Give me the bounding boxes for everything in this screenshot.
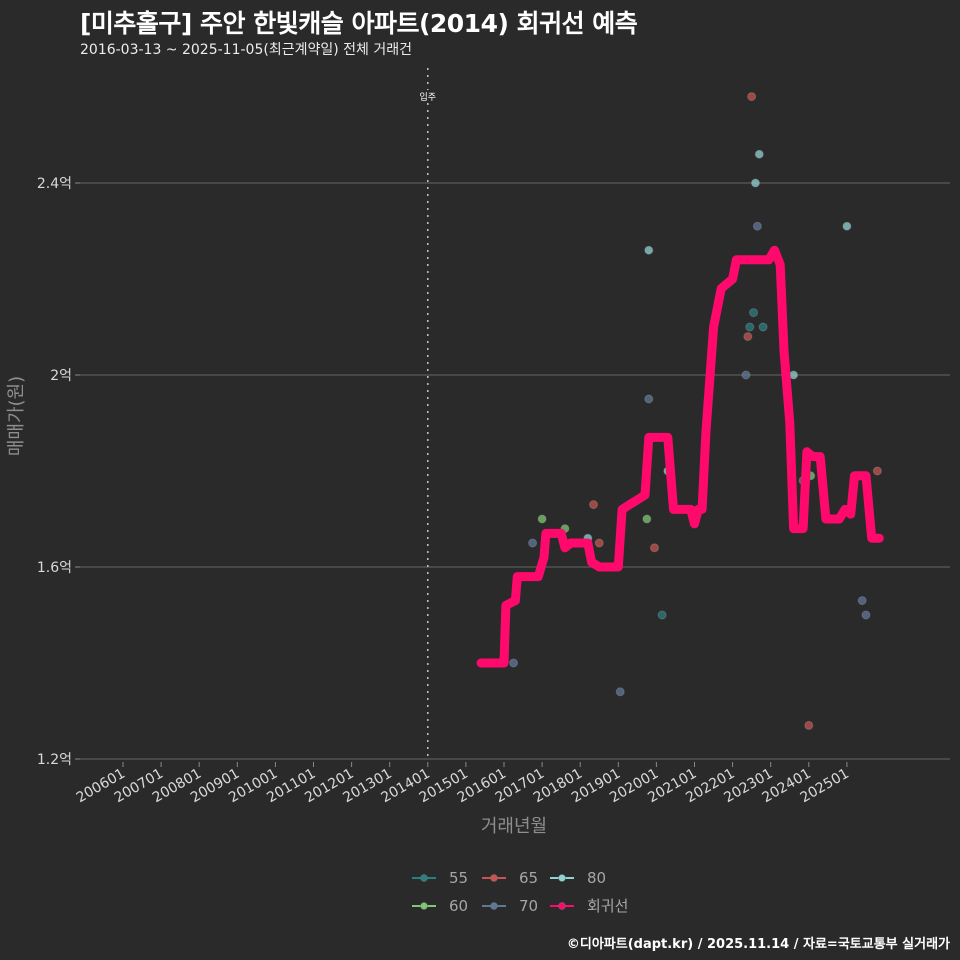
grid-lines [80, 182, 950, 760]
data-point-80 [789, 370, 799, 380]
x-axis-title: 거래년월 [481, 816, 547, 837]
data-point-65 [804, 720, 814, 730]
data-point-55 [657, 610, 667, 620]
legend-item-60: 60 [412, 897, 468, 915]
data-point-70 [509, 658, 519, 668]
y-tick-label: 1.2억 [37, 752, 72, 768]
legend-item-회귀선: 회귀선 [550, 897, 628, 915]
y-axis-title: 매매가(원) [6, 376, 27, 456]
legend-label: 65 [519, 869, 538, 887]
move-in-label: 입주 [420, 91, 437, 103]
data-point-65 [872, 466, 882, 476]
data-point-65 [747, 92, 757, 102]
data-point-80 [754, 149, 764, 159]
data-point-60 [537, 514, 547, 524]
y-axis-ticks: 1.2억 1.6억 2억 2.4억 [37, 176, 80, 768]
legend-item-70: 70 [482, 897, 538, 915]
data-point-70 [857, 596, 867, 606]
move-in-annotation: 입주 [420, 68, 437, 759]
y-tick-label: 1.6억 [37, 560, 72, 576]
data-point-80 [644, 245, 654, 255]
data-point-80 [842, 221, 852, 231]
scatter-points [509, 92, 882, 730]
data-point-55 [758, 322, 768, 332]
y-tick-label: 2억 [50, 368, 72, 384]
chart-title: [미추홀구] 주안 한빛캐슬 아파트(2014) 회귀선 예측 [80, 9, 638, 38]
x-axis-ticks: 2006012007012008012009012010012011012012… [74, 762, 852, 806]
regression-line [476, 245, 884, 668]
data-point-55 [749, 308, 759, 318]
legend-label: 70 [519, 897, 538, 915]
data-point-70 [861, 610, 871, 620]
chart-subtitle: 2016-03-13 ~ 2025-11-05(최근계약일) 전체 거래건 [80, 42, 412, 58]
legend: 55 65 80 60 70 회귀선 [412, 869, 628, 915]
data-point-80 [750, 178, 760, 188]
y-tick-label: 2.4억 [37, 176, 72, 192]
data-point-65 [743, 332, 753, 342]
data-point-70 [752, 221, 762, 231]
legend-item-55: 55 [412, 869, 468, 887]
legend-label: 회귀선 [587, 897, 628, 915]
data-point-70 [528, 538, 538, 548]
data-point-70 [644, 394, 654, 404]
footer-credit: ©디아파트(dapt.kr) / 2025.11.14 / 자료=국토교통부 실… [566, 937, 950, 952]
legend-label: 55 [449, 869, 468, 887]
data-point-55 [745, 322, 755, 332]
legend-item-65: 65 [482, 869, 538, 887]
data-point-60 [642, 514, 652, 524]
data-point-65 [649, 543, 659, 553]
legend-label: 60 [449, 897, 468, 915]
data-point-65 [594, 538, 604, 548]
legend-item-80: 80 [550, 869, 606, 887]
data-point-70 [741, 370, 751, 380]
data-point-65 [589, 500, 599, 510]
legend-label: 80 [587, 869, 606, 887]
data-point-70 [615, 687, 625, 697]
